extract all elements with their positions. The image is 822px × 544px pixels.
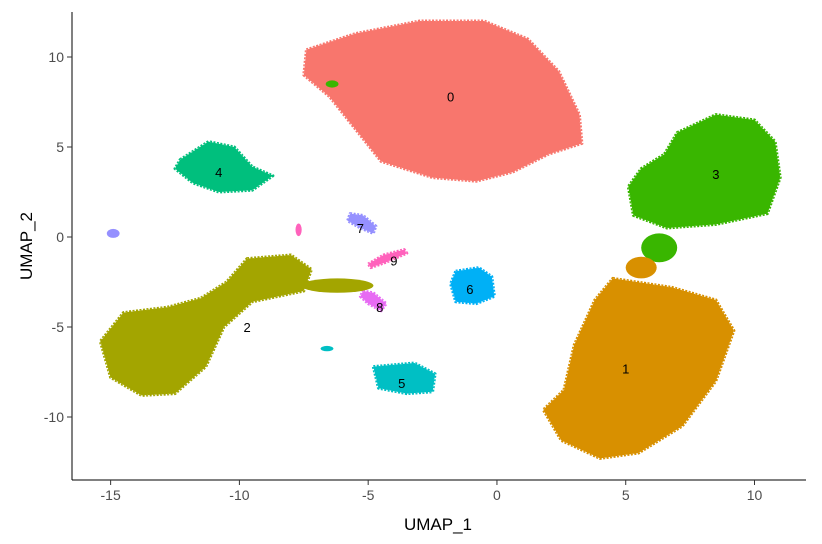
x-axis-title: UMAP_1 xyxy=(404,515,472,534)
x-tick-label-3: 0 xyxy=(493,487,501,503)
cluster-label-layer: 0 1 2 3 4 5 6 7 8 9 xyxy=(215,90,719,391)
x-tick-label-0: -15 xyxy=(101,487,121,503)
cluster-2-satellite-6 xyxy=(301,278,374,293)
cluster-0-texture xyxy=(303,20,583,182)
cluster-9-points xyxy=(366,248,409,270)
cluster-7 xyxy=(346,212,378,235)
cluster-label-7: 7 xyxy=(357,221,364,236)
x-tick-label-1: -10 xyxy=(229,487,249,503)
cluster-layer xyxy=(98,19,782,460)
y-tick-label-3: 5 xyxy=(56,139,64,155)
y-tick-label-1: -5 xyxy=(52,319,65,335)
cluster-3-points xyxy=(626,113,782,230)
y-tick-label-2: 0 xyxy=(56,229,64,245)
cluster-1-points xyxy=(541,276,736,460)
cluster-label-0: 0 xyxy=(447,90,454,105)
cluster-0-points xyxy=(302,19,584,183)
cluster-8-points xyxy=(358,289,388,313)
cluster-4 xyxy=(173,140,275,194)
cluster-7-satellite-0 xyxy=(106,228,120,238)
cluster-label-8: 8 xyxy=(376,300,383,315)
cluster-6-points xyxy=(449,266,496,306)
cluster-3-satellite-2 xyxy=(325,80,339,88)
cluster-1 xyxy=(541,276,736,460)
cluster-2-points xyxy=(98,253,313,397)
x-tick-label-4: 5 xyxy=(622,487,630,503)
cluster-3-texture xyxy=(627,114,781,229)
y-tick-label-0: -10 xyxy=(44,409,64,425)
cluster-3 xyxy=(626,113,782,230)
cluster-label-4: 4 xyxy=(215,165,222,180)
cluster-label-6: 6 xyxy=(466,282,473,297)
cluster-0 xyxy=(302,19,584,183)
cluster-7-points xyxy=(346,212,378,235)
cluster-1-satellite-4 xyxy=(625,256,657,279)
cluster-label-1: 1 xyxy=(622,361,629,376)
cluster-5-satellite-1 xyxy=(320,345,334,352)
x-tick-label-5: 10 xyxy=(747,487,763,503)
x-tick-label-2: -5 xyxy=(362,487,375,503)
cluster-label-3: 3 xyxy=(712,167,719,182)
cluster-3-satellite-3 xyxy=(641,233,678,263)
cluster-8 xyxy=(358,289,388,313)
cluster-label-5: 5 xyxy=(398,376,405,391)
cluster-5 xyxy=(371,361,437,396)
cluster-9 xyxy=(366,248,409,270)
cluster-9-satellite-5 xyxy=(295,223,302,237)
y-axis-title: UMAP_2 xyxy=(17,212,36,280)
cluster-6 xyxy=(449,266,496,306)
cluster-5-points xyxy=(371,361,437,396)
cluster-label-9: 9 xyxy=(390,253,397,268)
cluster-2 xyxy=(98,253,313,397)
y-tick-label-4: 10 xyxy=(48,49,64,65)
cluster-label-2: 2 xyxy=(243,320,250,335)
cluster-4-points xyxy=(173,140,275,194)
